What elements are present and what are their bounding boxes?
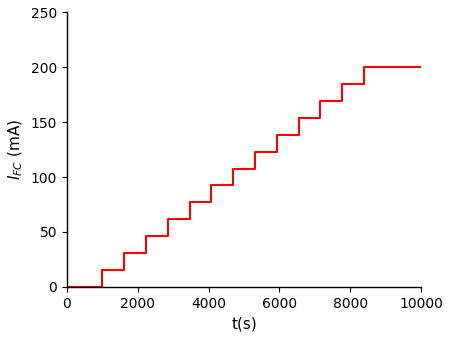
Y-axis label: $\mathit{I}_{FC}$ (mA): $\mathit{I}_{FC}$ (mA) bbox=[7, 119, 25, 180]
X-axis label: t(s): t(s) bbox=[231, 316, 257, 331]
